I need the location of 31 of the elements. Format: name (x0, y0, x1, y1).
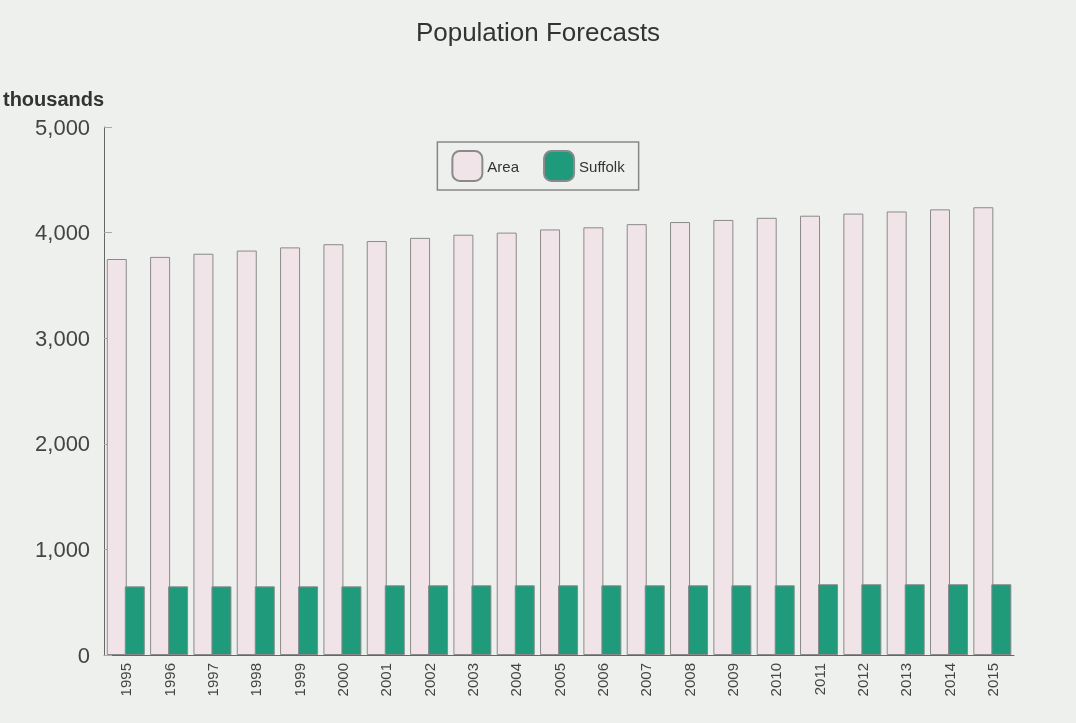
x-tick-label: 2015 (983, 663, 1001, 697)
y-axis-title: thousands (2, 88, 105, 110)
x-tick-label: 2010 (767, 663, 785, 697)
x-tick-label: 2009 (723, 663, 741, 697)
y-tick-label: 5,000 (35, 114, 91, 140)
y-tick-label: 4,000 (35, 220, 91, 246)
chart-title: Population Forecasts (415, 17, 661, 47)
x-tick-label: 2003 (463, 663, 481, 697)
legend-label: Area (487, 157, 520, 175)
x-tick-label: 2014 (940, 663, 958, 697)
y-tick-label: 3,000 (35, 325, 91, 351)
x-tick-label: 1998 (247, 663, 265, 697)
x-tick-label: 2007 (637, 663, 655, 697)
x-tick-label: 1997 (203, 663, 221, 697)
y-tick-label: 0 (77, 642, 91, 668)
x-tick-label: 2001 (377, 663, 395, 697)
x-tick-label: 2005 (550, 663, 568, 697)
x-tick-label: 2012 (853, 663, 871, 697)
x-tick-label: 2004 (507, 663, 525, 697)
x-tick-label: 1999 (290, 663, 308, 697)
y-tick-label: 1,000 (35, 536, 91, 562)
x-tick-label: 2008 (680, 663, 698, 697)
x-tick-label: 2013 (897, 663, 915, 697)
y-tick-label: 2,000 (35, 431, 91, 457)
x-tick-label: 1996 (160, 663, 178, 697)
x-tick-label: 1995 (117, 663, 135, 697)
x-tick-label: 2006 (593, 663, 611, 697)
x-tick-label: 2002 (420, 663, 438, 697)
legend-label: Suffolk (579, 157, 626, 175)
x-tick-label: 2011 (810, 663, 828, 696)
x-tick-label: 2000 (333, 663, 351, 697)
